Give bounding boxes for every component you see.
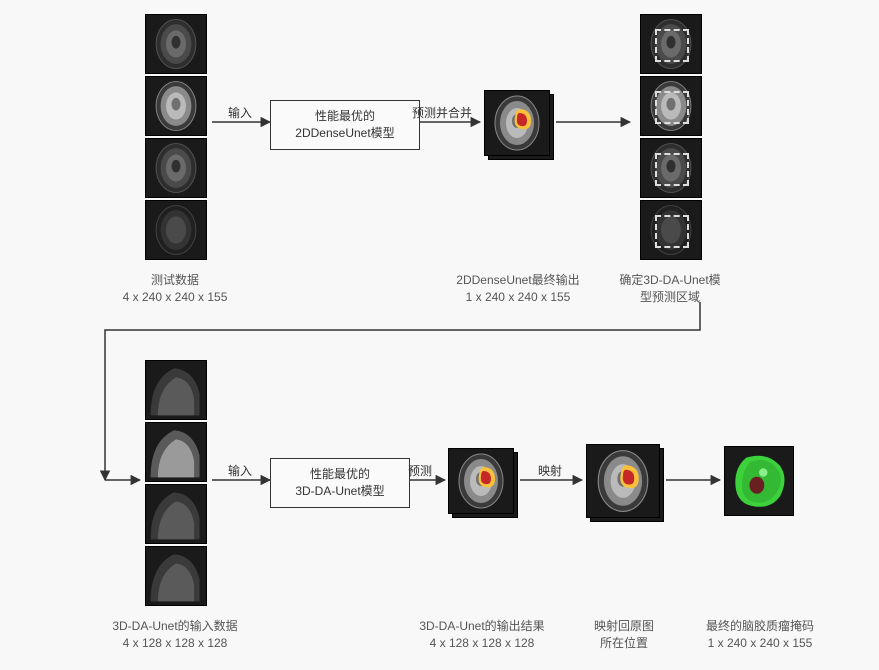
box-3d-da-unet-l2: 3D-DA-Unet模型	[295, 483, 384, 500]
caption-final-mask-l1: 最终的脑胶质瘤掩码	[706, 618, 814, 635]
caption-3d-output-l2: 4 x 128 x 128 x 128	[419, 635, 544, 652]
caption-test-data: 测试数据4 x 240 x 240 x 155	[123, 272, 228, 306]
box-2d-denseunet-l1: 性能最优的	[295, 108, 394, 125]
row2-input-tile-2	[145, 484, 207, 544]
row2-input-tile-3	[145, 546, 207, 606]
caption-3d-output-l1: 3D-DA-Unet的输出结果	[419, 618, 544, 635]
pipeline-diagram: { "diagram": { "type": "flowchart", "bac…	[0, 0, 879, 670]
caption-crop-region: 确定3D-DA-Unet模型预测区域	[619, 272, 720, 306]
caption-crop-region-l1: 确定3D-DA-Unet模	[619, 272, 720, 289]
test-data-tile-1	[145, 76, 207, 136]
arrow-r2-predict-label: 预测	[408, 462, 432, 479]
caption-mapped-l1: 映射回原图	[594, 618, 654, 635]
tile-final-mask	[724, 446, 794, 516]
caption-row2-input-l2: 4 x 128 x 128 x 128	[112, 635, 237, 652]
caption-final-mask-l2: 1 x 240 x 240 x 155	[706, 635, 814, 652]
box-3d-da-unet-l1: 性能最优的	[295, 466, 384, 483]
test-data-tile-3	[145, 200, 207, 260]
caption-2d-output-l2: 1 x 240 x 240 x 155	[456, 289, 579, 306]
caption-row2-input: 3D-DA-Unet的输入数据4 x 128 x 128 x 128	[112, 618, 237, 652]
row2-input-tile-0	[145, 360, 207, 420]
tile-2d-output	[484, 90, 550, 156]
row2-input-tile-1	[145, 422, 207, 482]
tile-3d-output	[448, 448, 514, 514]
test-data-tile-0	[145, 14, 207, 74]
caption-test-data-l2: 4 x 240 x 240 x 155	[123, 289, 228, 306]
caption-test-data-l1: 测试数据	[123, 272, 228, 289]
box-2d-denseunet-l2: 2DDenseUnet模型	[295, 125, 394, 142]
crop-region-tile-1	[640, 76, 702, 136]
caption-mapped-l2: 所在位置	[594, 635, 654, 652]
crop-region-tile-3	[640, 200, 702, 260]
caption-2d-output-l1: 2DDenseUnet最终输出	[456, 272, 579, 289]
arrow-r2-map-label: 映射	[538, 462, 562, 479]
arrow-r2-input-label: 输入	[228, 462, 252, 479]
caption-mapped: 映射回原图所在位置	[594, 618, 654, 652]
caption-final-mask: 最终的脑胶质瘤掩码1 x 240 x 240 x 155	[706, 618, 814, 652]
caption-row2-input-l1: 3D-DA-Unet的输入数据	[112, 618, 237, 635]
arrows-layer	[0, 0, 879, 670]
arrow-r1-input-label: 输入	[228, 104, 252, 121]
box-2d-denseunet: 性能最优的2DDenseUnet模型	[270, 100, 420, 150]
caption-crop-region-l2: 型预测区域	[619, 289, 720, 306]
box-3d-da-unet: 性能最优的3D-DA-Unet模型	[270, 458, 410, 508]
crop-region-tile-2	[640, 138, 702, 198]
crop-region-tile-0	[640, 14, 702, 74]
arrow-r1-predict-label: 预测并合并	[412, 104, 472, 121]
test-data-tile-2	[145, 138, 207, 198]
caption-3d-output: 3D-DA-Unet的输出结果4 x 128 x 128 x 128	[419, 618, 544, 652]
tile-mapped	[586, 444, 660, 518]
caption-2d-output: 2DDenseUnet最终输出1 x 240 x 240 x 155	[456, 272, 579, 306]
